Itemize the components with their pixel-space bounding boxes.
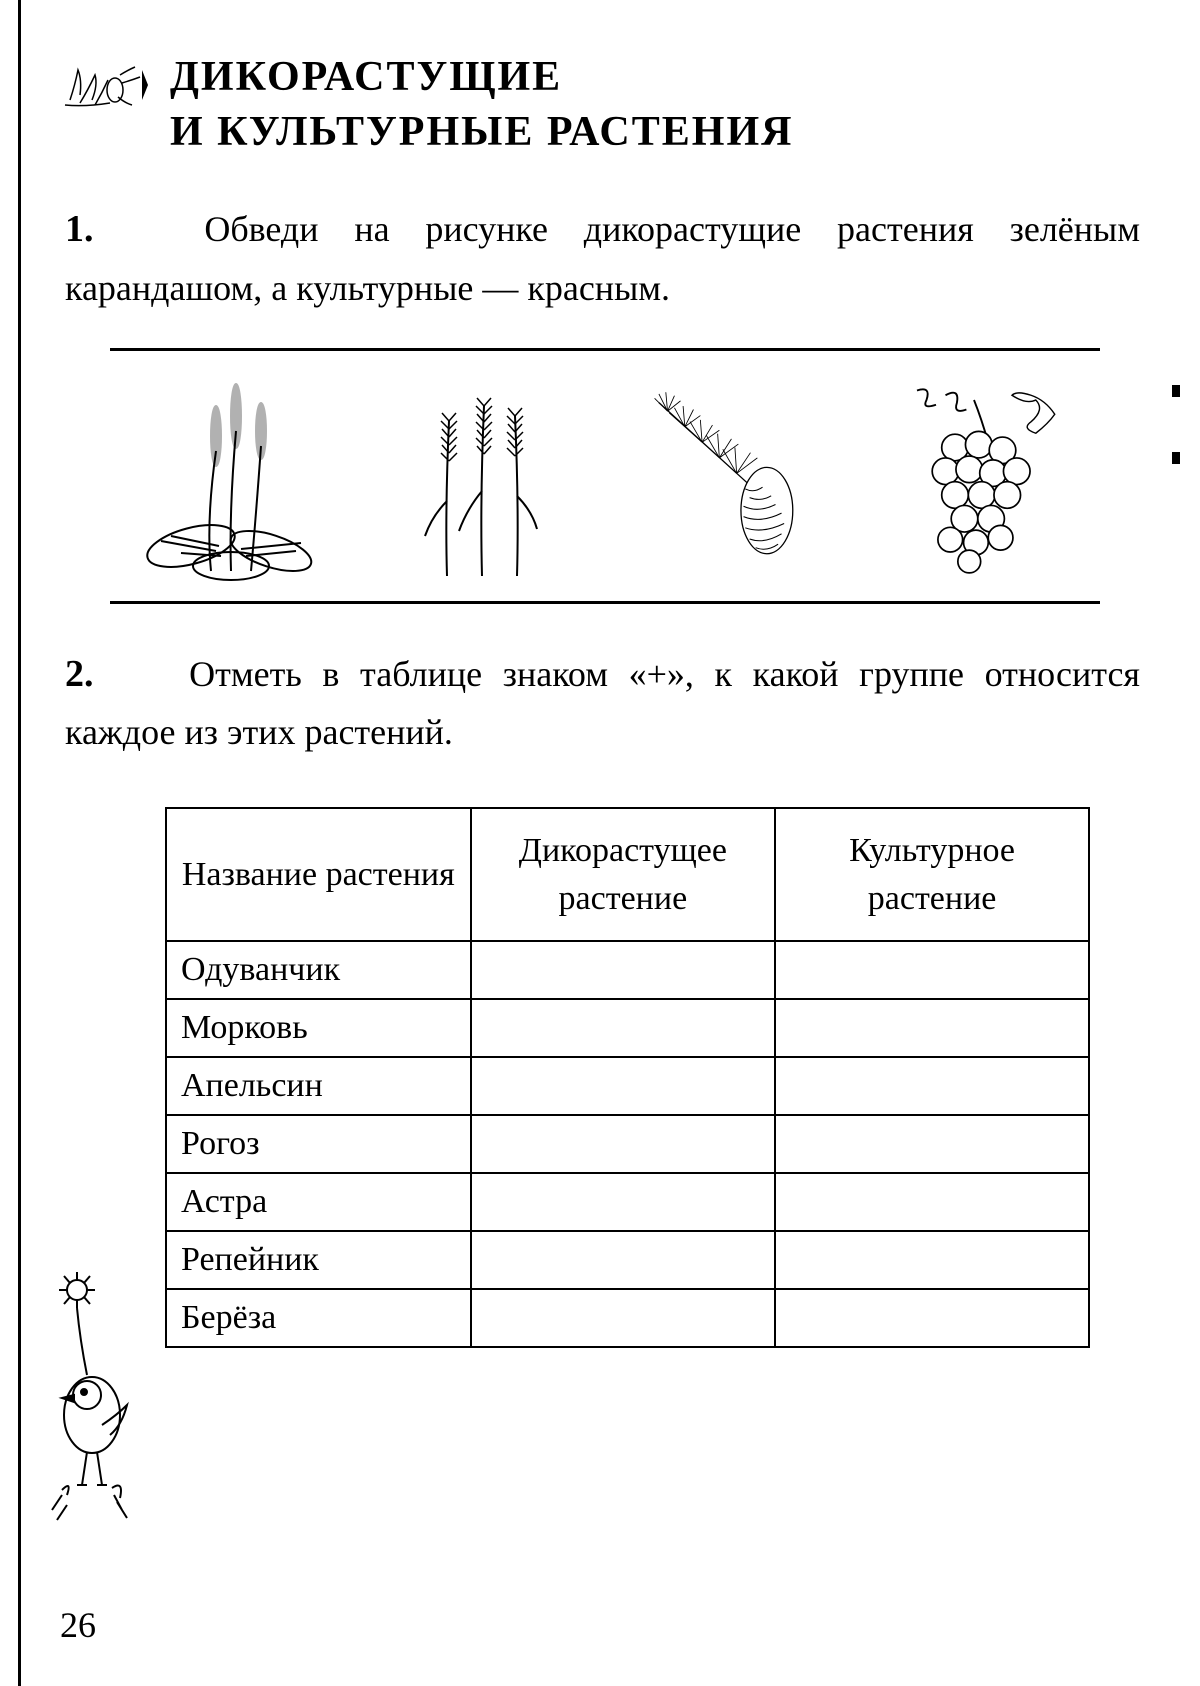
plant-grapes [879,371,1069,581]
cell-name: Репейник [166,1231,471,1289]
exercise-1-num: 1. [65,208,94,250]
cell-cultivated[interactable] [775,1231,1089,1289]
page-title: ДИКОРАСТУЩИЕ И КУЛЬТУРНЫЕ РАСТЕНИЯ [170,50,793,159]
cell-name: Одуванчик [166,941,471,999]
th-wild: Дико­растущее растение [471,808,776,941]
edge-mark [1172,452,1180,464]
cell-wild[interactable] [471,1057,776,1115]
header: ДИКОРАСТУЩИЕ И КУЛЬТУРНЫЕ РАСТЕНИЯ [60,50,1140,159]
table-row: Морковь [166,999,1089,1057]
exercise-2-num: 2. [65,653,94,695]
plant-plantain [141,371,331,581]
th-name: Название растения [166,808,471,941]
plant-wheat [387,371,577,581]
table-row: Апельсин [166,1057,1089,1115]
table-row: Берёза [166,1289,1089,1347]
page-number: 26 [60,1604,96,1646]
table-row: Одуванчик [166,941,1089,999]
cell-name: Берёза [166,1289,471,1347]
plant-table: Название растения Дико­растущее растение… [165,807,1090,1348]
left-margin-line [18,0,21,1686]
cell-wild[interactable] [471,1289,776,1347]
table-header-row: Название растения Дико­растущее растение… [166,808,1089,941]
exercise-2: 2. Отметь в таблице знаком «+», к какой … [50,644,1140,762]
plant-icon [60,55,150,115]
plants-illustration-box [110,348,1100,604]
bird-flower-icon [32,1260,147,1550]
cell-wild[interactable] [471,1115,776,1173]
cell-wild[interactable] [471,941,776,999]
table-row: Рогоз [166,1115,1089,1173]
table-row: Репейник [166,1231,1089,1289]
th-cultivated: Культурное растение [775,808,1089,941]
cell-wild[interactable] [471,1173,776,1231]
exercise-1: 1. Обведи на рисунке дикорастущие рас­те… [50,199,1140,317]
cell-name: Астра [166,1173,471,1231]
cell-name: Рогоз [166,1115,471,1173]
cell-cultivated[interactable] [775,941,1089,999]
exercise-1-text: Обведи на рисунке дикорастущие рас­тения… [65,209,1140,308]
table-row: Астра [166,1173,1089,1231]
title-line1: ДИКОРАСТУЩИЕ [170,50,793,105]
cell-cultivated[interactable] [775,999,1089,1057]
plant-table-wrap: Название растения Дико­растущее растение… [165,807,1090,1348]
edge-mark [1172,385,1180,397]
plant-spruce-cone [633,371,823,581]
cell-cultivated[interactable] [775,1057,1089,1115]
cell-wild[interactable] [471,999,776,1057]
cell-cultivated[interactable] [775,1115,1089,1173]
title-line2: И КУЛЬТУРНЫЕ РАСТЕНИЯ [170,105,793,160]
exercise-2-text: Отметь в таблице знаком «+», к какой гру… [65,654,1140,753]
cell-name: Морковь [166,999,471,1057]
cell-cultivated[interactable] [775,1173,1089,1231]
cell-name: Апельсин [166,1057,471,1115]
cell-cultivated[interactable] [775,1289,1089,1347]
cell-wild[interactable] [471,1231,776,1289]
